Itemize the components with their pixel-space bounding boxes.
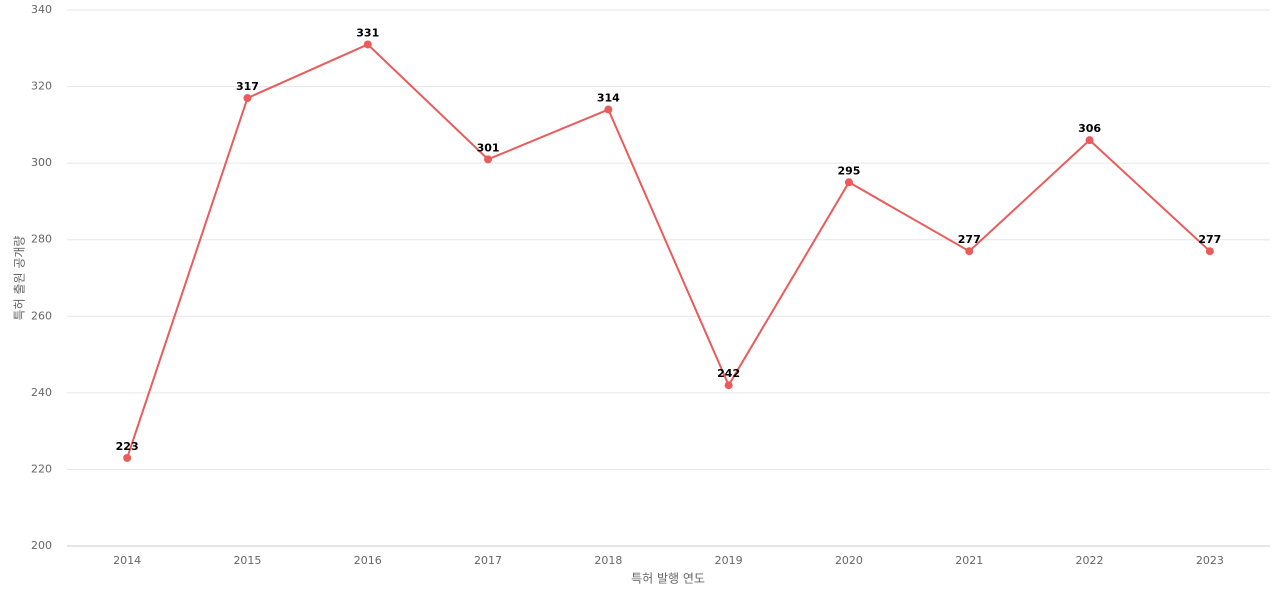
x-tick-label: 2023 — [1196, 554, 1224, 567]
x-tick-label: 2016 — [354, 554, 382, 567]
point — [844, 178, 853, 187]
x-tick-label: 2015 — [233, 554, 261, 567]
y-tick-label: 240 — [31, 386, 52, 399]
point — [123, 453, 132, 462]
y-tick-label: 220 — [31, 462, 52, 475]
point — [604, 105, 613, 114]
y-tick-label: 320 — [31, 80, 52, 93]
value-label: 295 — [837, 164, 860, 177]
point — [1085, 136, 1094, 145]
value-label: 317 — [236, 80, 259, 93]
x-tick-label: 2017 — [474, 554, 502, 567]
x-axis-title: 특허 발행 연도 — [631, 571, 705, 586]
point — [965, 247, 974, 256]
point — [724, 381, 733, 390]
point — [363, 40, 372, 49]
point — [484, 155, 493, 164]
x-tick-label: 2022 — [1076, 554, 1104, 567]
x-tick-label: 2014 — [113, 554, 141, 567]
y-tick-label: 280 — [31, 233, 52, 246]
x-tick-label: 2020 — [835, 554, 863, 567]
y-tick-label: 260 — [31, 309, 52, 322]
value-label: 301 — [477, 141, 500, 154]
y-tick-label: 340 — [31, 3, 52, 16]
y-tick-label: 300 — [31, 156, 52, 169]
value-label: 306 — [1078, 122, 1101, 135]
x-tick-label: 2019 — [715, 554, 743, 567]
y-tick-label: 200 — [31, 539, 52, 552]
value-label: 314 — [597, 92, 620, 105]
x-tick-label: 2018 — [594, 554, 622, 567]
point — [1205, 247, 1214, 256]
x-tick-label: 2021 — [955, 554, 983, 567]
value-label: 277 — [1198, 233, 1221, 246]
value-label: 331 — [356, 26, 379, 39]
value-label: 277 — [958, 233, 981, 246]
y-axis-title: 특허 출원 공개량 — [13, 236, 27, 321]
line — [126, 43, 1211, 459]
point — [243, 94, 252, 103]
value-label: 242 — [717, 367, 740, 380]
value-label: 223 — [116, 440, 139, 453]
